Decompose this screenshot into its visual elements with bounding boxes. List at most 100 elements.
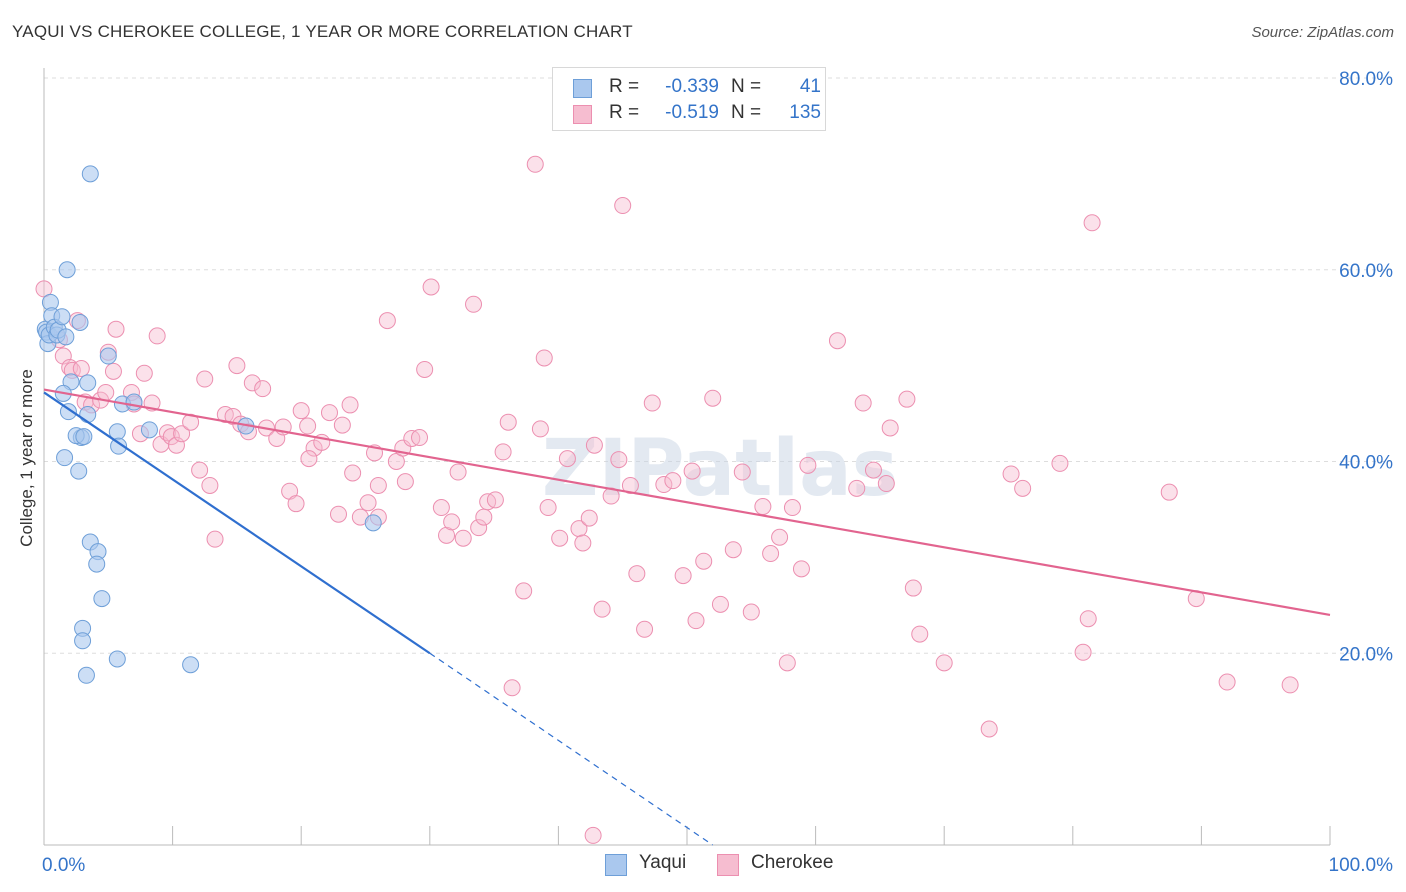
legend-n-value: 135 <box>789 102 821 123</box>
cherokee-point <box>499 413 517 431</box>
grid-lines <box>44 77 1394 654</box>
yaqui-point <box>110 437 128 455</box>
cherokee-legend-label: Cherokee <box>751 852 834 873</box>
cherokee-point <box>422 278 440 296</box>
yaqui-point <box>57 328 75 346</box>
cherokee-point <box>416 360 434 378</box>
cherokee-point <box>254 380 272 398</box>
cherokee-point <box>329 505 347 523</box>
cherokee-point <box>771 528 789 546</box>
cherokee-point <box>980 720 998 738</box>
cherokee-point <box>584 826 602 844</box>
yaqui-point <box>81 165 99 183</box>
cherokee-point <box>396 473 414 491</box>
legend-r-value: -0.339 <box>665 76 719 97</box>
cherokee-point <box>526 155 544 173</box>
yaqui-points <box>36 165 382 684</box>
legend-n-value: 41 <box>799 76 821 97</box>
yaqui-point <box>79 406 97 424</box>
cherokee-point <box>300 450 318 468</box>
yaqui-point <box>59 403 77 421</box>
yaqui-point <box>71 313 89 331</box>
cherokee-point <box>674 567 692 585</box>
cherokee-point <box>792 560 810 578</box>
x-tick-label: 100.0% <box>1329 855 1394 876</box>
cherokee-point <box>877 475 895 493</box>
cherokee-point <box>449 463 467 481</box>
cherokee-point <box>539 499 557 517</box>
cherokee-point <box>854 394 872 412</box>
cherokee-point <box>333 416 351 434</box>
cherokee-point <box>881 419 899 437</box>
cherokee-point <box>574 534 592 552</box>
yaqui-point <box>140 421 158 439</box>
cherokee-point <box>173 425 191 443</box>
cherokee-point <box>783 499 801 517</box>
cherokee-point <box>580 509 598 527</box>
cherokee-point <box>465 295 483 313</box>
cherokee-point <box>687 612 705 630</box>
y-tick-label: 40.0% <box>1339 453 1393 474</box>
cherokee-point <box>201 476 219 494</box>
yaqui-trend-extension <box>429 652 714 846</box>
cherokee-point <box>558 450 576 468</box>
yaqui-point <box>93 590 111 608</box>
cherokee-point <box>570 520 588 538</box>
watermark: ZIPatlas <box>542 424 898 514</box>
cherokee-point <box>911 625 929 643</box>
cherokee-point <box>593 600 611 618</box>
legend-n-label: N = <box>731 102 762 123</box>
yaqui-point <box>125 393 143 411</box>
yaqui-legend-swatch <box>605 854 627 876</box>
cherokee-point <box>438 526 456 544</box>
cherokee-point <box>1281 676 1299 694</box>
cherokee-point <box>1074 643 1092 661</box>
cherokee-point <box>104 362 122 380</box>
cherokee-points <box>35 155 1299 844</box>
yaqui-point <box>70 462 88 480</box>
yaqui-legend-label: Yaqui <box>639 852 687 873</box>
cherokee-point <box>711 595 729 613</box>
cherokee-point <box>695 552 713 570</box>
cherokee-point <box>535 349 553 367</box>
yaqui-point <box>79 374 97 392</box>
yaqui-swatch <box>573 79 592 98</box>
cherokee-point <box>778 654 796 672</box>
cherokee-point <box>683 462 701 480</box>
cherokee-point <box>935 654 953 672</box>
cherokee-point <box>864 461 882 479</box>
cherokee-point <box>754 498 772 516</box>
source-credit: Source: ZipAtlas.com <box>1251 24 1394 41</box>
cherokee-point <box>470 519 488 537</box>
cherokee-point <box>636 620 654 638</box>
cherokee-point <box>299 417 317 435</box>
cherokee-swatch <box>573 105 592 124</box>
cherokee-point <box>1079 610 1097 628</box>
y-axis-label: College, 1 year or more <box>17 369 36 547</box>
cherokee-point <box>531 420 549 438</box>
cherokee-point <box>724 541 742 559</box>
cherokee-point <box>432 499 450 517</box>
legend-r-label: R = <box>609 102 640 123</box>
cherokee-trend-line <box>43 388 1331 616</box>
yaqui-point <box>182 656 200 674</box>
cherokee-point <box>148 327 166 345</box>
cherokee-point <box>664 472 682 490</box>
cherokee-point <box>848 479 866 497</box>
cherokee-point <box>135 364 153 382</box>
cherokee-point <box>72 360 90 378</box>
cherokee-point <box>378 312 396 330</box>
tick-labels: 20.0% 40.0% 60.0% 80.0% 0.0% 100.0% <box>42 69 1393 876</box>
cherokee-point <box>904 579 922 597</box>
cherokee-point <box>475 508 493 526</box>
correlation-legend: R = -0.339 N = 41 R = -0.519 N = 135 <box>552 67 826 131</box>
cherokee-point <box>292 402 310 420</box>
yaqui-point <box>56 449 74 467</box>
cherokee-point <box>1160 483 1178 501</box>
cherokee-point <box>206 530 224 548</box>
cherokee-point <box>799 456 817 474</box>
chart-title: YAQUI VS CHEROKEE COLLEGE, 1 YEAR OR MOR… <box>12 22 633 41</box>
legend-r-label: R = <box>609 76 640 97</box>
cherokee-point <box>344 464 362 482</box>
